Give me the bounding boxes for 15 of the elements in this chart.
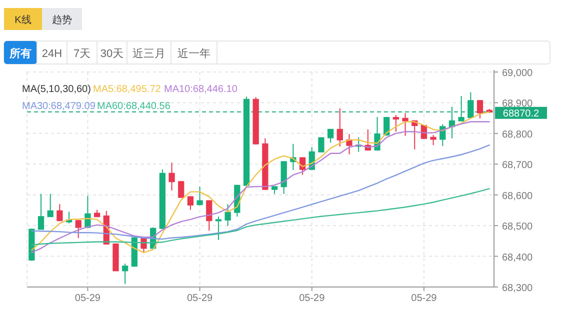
y-tick-label: 68,300 xyxy=(502,283,534,294)
tabs: K线 趋势 所有 24H 7天 30天 近三月 近一年 xyxy=(4,8,550,64)
legend: MA(5,10,30,60) MA5:68,495.72 MA10:68,446.10 MA30:68,479.09 MA60:68,440.56 xyxy=(22,84,238,112)
y-tick-label: 68,800 xyxy=(502,129,534,140)
y-tick-label: 69,000 xyxy=(502,68,534,79)
x-tick-label: 05-29 xyxy=(299,293,326,304)
y-tick-label: 68,900 xyxy=(502,98,534,110)
x-tick-label: 05-29 xyxy=(411,293,438,304)
y-tick-label: 68,500 xyxy=(502,222,534,233)
y-tick-label: 68,700 xyxy=(502,160,534,172)
y-tick-label: 68,600 xyxy=(502,190,534,202)
x-tick-label: 05-29 xyxy=(187,293,214,304)
ref-line-label: 68870.2 xyxy=(502,108,540,120)
x-tick-label: 05-29 xyxy=(74,293,101,304)
y-tick-label: 68,400 xyxy=(502,252,534,264)
